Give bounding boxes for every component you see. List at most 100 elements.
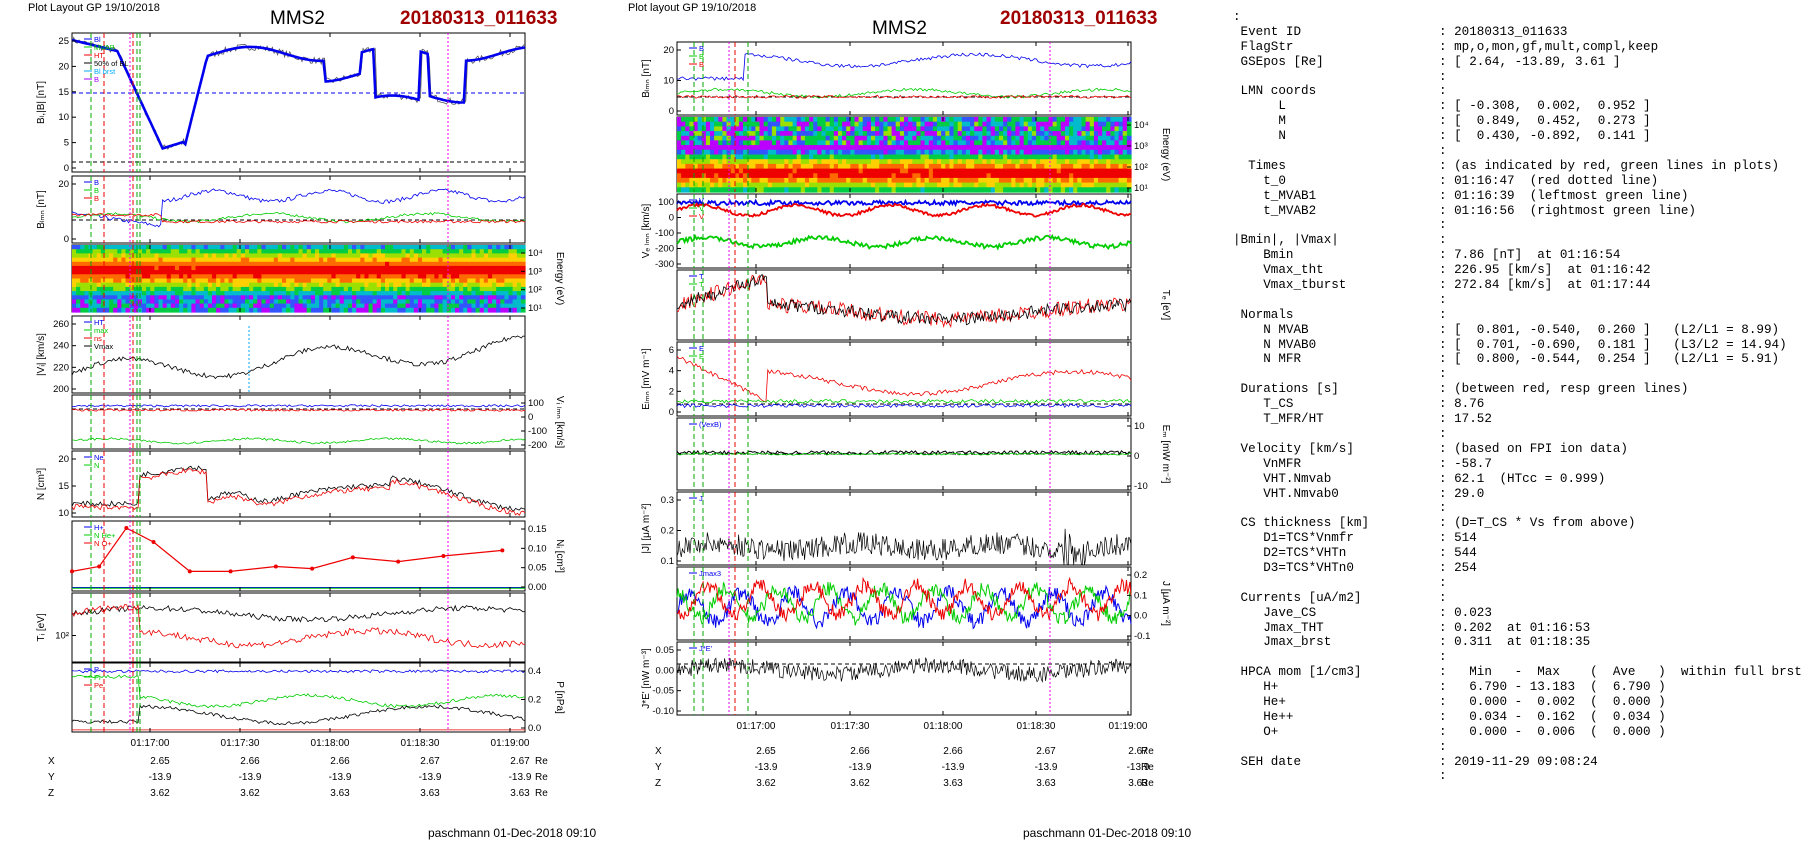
y-tick-label: 15 (58, 87, 69, 98)
spectrogram-cell (286, 270, 291, 275)
vn-trace (676, 202, 1132, 218)
spectrogram-cell (372, 270, 378, 275)
spectrogram-cell (883, 163, 889, 170)
spectrogram-cell (512, 253, 518, 259)
spectrogram-cell (310, 307, 316, 313)
spectrogram-cell (685, 154, 690, 160)
spectrogram-cell (747, 126, 752, 132)
spectrogram-cell (212, 303, 217, 309)
spectrogram-cell (751, 126, 756, 132)
spectrogram-cell (842, 131, 847, 137)
spectrogram-cell (479, 245, 485, 250)
spectrogram-cell (100, 249, 106, 254)
spectrogram-cell (158, 253, 164, 259)
spectrogram-cell (109, 291, 114, 296)
time-tick-label: 01:18:30 (401, 738, 440, 749)
spectrogram-cell (372, 265, 378, 271)
spectrogram-cell (315, 295, 320, 301)
spectrogram-cell (1093, 149, 1099, 156)
spectrogram-cell (1077, 163, 1082, 170)
spectrogram-cell (998, 135, 1004, 142)
spectrogram-cell (1040, 135, 1045, 142)
spectrogram-cell (479, 265, 485, 271)
spectrogram-cell (261, 303, 267, 309)
spectrogram-cell (236, 261, 242, 267)
spectrogram-cell (924, 126, 930, 132)
spectrogram-cell (475, 257, 481, 263)
spectrogram-cell (492, 249, 497, 254)
spectrogram-cell (158, 265, 164, 271)
info-line: LMN coords: (1233, 84, 1801, 99)
spectrogram-cell (825, 173, 831, 179)
spectrogram-cell (496, 307, 501, 313)
spectrogram-cell (133, 245, 139, 250)
spectrogram-cell (339, 257, 345, 263)
spectrogram-cell (862, 173, 868, 179)
spectrogram-cell (290, 245, 295, 250)
spectrogram-cell (961, 135, 967, 142)
spectrogram-cell (792, 149, 798, 156)
spectrogram-cell (104, 249, 110, 254)
spectrogram-cell (920, 149, 926, 156)
spectrogram-cell (467, 282, 472, 288)
spectrogram-cell (1003, 187, 1008, 193)
spectrogram-cell (701, 182, 707, 188)
spectrogram-cell (718, 145, 723, 151)
spectrogram-cell (434, 278, 440, 284)
spectrogram-cell (364, 253, 370, 259)
spectrogram-cell (1081, 168, 1087, 174)
spectrogram-cell (941, 177, 946, 184)
spectrogram-cell (685, 149, 690, 156)
spectrogram-cell (84, 274, 90, 280)
spectrogram-cell (496, 295, 501, 301)
spectrogram-cell (504, 286, 510, 292)
info-value: : [ 0.430, -0.892, 0.141 ] (1439, 129, 1651, 144)
spectrogram-cell (109, 299, 114, 305)
spectrogram-cell (1027, 154, 1033, 160)
spectrogram-cell (891, 135, 897, 142)
spectrogram-cell (92, 282, 98, 288)
spectrogram-cell (236, 249, 242, 254)
spectrogram-cell (343, 299, 349, 305)
y-tick-label: 0.2 (528, 695, 541, 706)
spectrogram-cell (397, 245, 402, 250)
spectrogram-cell (974, 159, 979, 165)
spectrogram-cell (784, 159, 789, 165)
info-value: : 0.000 - 0.002 ( 0.000 ) (1439, 694, 1666, 709)
spectrogram-cell (924, 135, 930, 142)
spectrogram-cell (961, 182, 967, 188)
spectrogram-cell (776, 121, 781, 127)
spectrogram-cell (747, 135, 752, 142)
spectrogram-cell (166, 265, 172, 271)
spectrogram-cell (1093, 173, 1099, 179)
spectrogram-cell (1110, 154, 1116, 160)
te-trace (677, 273, 1132, 326)
spectrogram-cell (928, 135, 934, 142)
right-footer: paschmann 01-Dec-2018 09:10 (1023, 826, 1192, 840)
spectrogram-cell (986, 149, 992, 156)
spectrogram-cell (817, 145, 822, 151)
spectrogram-cell (1069, 187, 1074, 193)
spectrogram-cell (771, 131, 777, 137)
y-tick-label: 10² (55, 631, 69, 642)
spectrogram-cell (1106, 182, 1111, 188)
spectrogram-cell (701, 168, 707, 174)
spectrogram-cell (887, 126, 893, 132)
spectrogram-cell (920, 121, 926, 127)
coord-value: 2.67 (1128, 746, 1148, 757)
spectrogram-cell (240, 295, 246, 301)
info-key: Bmin (1233, 248, 1294, 263)
spectrogram-cell (846, 145, 851, 151)
info-line: : (1233, 144, 1801, 159)
spectrogram-cell (368, 249, 374, 254)
spectrogram-cell (866, 121, 872, 127)
spectrogram-cell (714, 145, 719, 151)
spectrogram-cell (854, 117, 860, 123)
spectrogram-cell (809, 168, 814, 174)
coord-row-label: Y (655, 762, 662, 773)
info-line: HPCA mom [1/cm3]: Min - Max ( Ave ) with… (1233, 665, 1802, 680)
spectrogram-cell (850, 140, 855, 146)
spectrogram-cell (249, 253, 254, 259)
info-value: : (as indicated by red, green lines in p… (1439, 158, 1780, 173)
spectrogram-cell (84, 253, 90, 259)
